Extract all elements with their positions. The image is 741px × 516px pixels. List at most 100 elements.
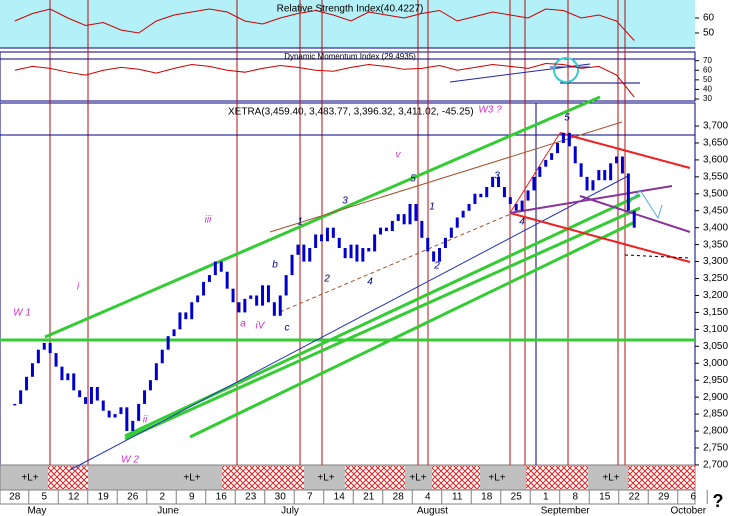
candle bbox=[207, 275, 211, 282]
candle bbox=[231, 288, 235, 303]
wave-label: 1 bbox=[297, 217, 303, 228]
candle bbox=[420, 220, 424, 238]
candle bbox=[609, 163, 613, 181]
candle bbox=[172, 329, 176, 337]
wave-label: 5 bbox=[410, 174, 416, 185]
y-tick-label: 3,300 bbox=[703, 256, 728, 267]
wave-label: 3 bbox=[494, 171, 500, 182]
dmi-drawings bbox=[0, 57, 695, 84]
candle bbox=[78, 390, 82, 398]
candle bbox=[567, 132, 571, 147]
candle bbox=[632, 210, 636, 228]
candle bbox=[461, 210, 465, 218]
candle bbox=[202, 281, 206, 296]
candle bbox=[414, 203, 418, 221]
candle bbox=[396, 214, 400, 221]
help-button[interactable]: ? bbox=[713, 491, 724, 511]
cycle-lines bbox=[49, 0, 626, 465]
y-tick-label: 60 bbox=[703, 65, 712, 74]
candle bbox=[455, 217, 459, 228]
candle bbox=[349, 244, 353, 259]
candle bbox=[367, 248, 371, 252]
y-tick-label: 2,700 bbox=[703, 460, 728, 471]
month-label: May bbox=[27, 506, 46, 516]
candle bbox=[361, 248, 365, 262]
trend-lines bbox=[0, 95, 695, 471]
candle bbox=[131, 420, 135, 432]
indicator-line bbox=[14, 63, 635, 98]
y-tick-label: 3,100 bbox=[703, 324, 728, 335]
candle bbox=[278, 295, 282, 316]
y-tick-label: 2,750 bbox=[703, 443, 728, 454]
candle bbox=[538, 166, 542, 177]
candle bbox=[154, 363, 158, 381]
candle bbox=[160, 349, 164, 364]
wave-label: iii bbox=[205, 215, 212, 226]
x-tick-label: 12 bbox=[68, 492, 80, 503]
candle bbox=[148, 380, 152, 391]
month-label: October bbox=[671, 506, 707, 516]
candle bbox=[615, 156, 619, 164]
x-tick-label: 28 bbox=[393, 492, 405, 503]
candle bbox=[143, 390, 147, 404]
candle bbox=[89, 386, 93, 404]
candle bbox=[184, 312, 188, 320]
candle bbox=[213, 261, 217, 276]
x-tick-label: 2 bbox=[159, 492, 165, 503]
candle bbox=[532, 176, 536, 191]
candle bbox=[42, 342, 46, 350]
x-tick-label: 16 bbox=[216, 492, 228, 503]
candle bbox=[225, 271, 229, 289]
y-tick-label: 3,250 bbox=[703, 273, 728, 284]
y-tick-label: 2,950 bbox=[703, 375, 728, 386]
candle bbox=[479, 193, 483, 198]
y-tick-label: 3,500 bbox=[703, 188, 728, 199]
candle bbox=[561, 132, 565, 143]
candle bbox=[237, 302, 241, 313]
candle bbox=[36, 349, 40, 364]
candle bbox=[520, 200, 524, 211]
y-tick-label: 3,350 bbox=[703, 239, 728, 250]
y-tick-label: 3,600 bbox=[703, 155, 728, 166]
y-tick-label: 3,150 bbox=[703, 307, 728, 318]
month-label: August bbox=[417, 506, 448, 516]
candle bbox=[119, 407, 123, 415]
candle bbox=[502, 187, 506, 198]
dmi-panel bbox=[0, 51, 696, 102]
candle bbox=[137, 403, 141, 421]
candle bbox=[449, 227, 453, 238]
x-tick-label: 23 bbox=[245, 492, 257, 503]
candle bbox=[266, 285, 270, 303]
candle bbox=[255, 295, 259, 306]
y-tick-label: 3,550 bbox=[703, 171, 728, 182]
strip-label: +L+ bbox=[21, 473, 38, 484]
candle bbox=[591, 180, 595, 191]
x-tick-label: 26 bbox=[127, 492, 139, 503]
y-tick-label: 60 bbox=[703, 13, 715, 24]
candle bbox=[585, 176, 589, 191]
candle bbox=[190, 302, 194, 320]
candle bbox=[438, 248, 442, 262]
candle bbox=[243, 298, 247, 313]
chart-title: Relative Strength Index(40.4227) bbox=[277, 4, 424, 15]
candle bbox=[573, 146, 577, 164]
candle bbox=[467, 203, 471, 211]
candle bbox=[473, 193, 477, 204]
x-tick-label: 14 bbox=[334, 492, 346, 503]
candle bbox=[48, 342, 52, 354]
y-tick-label: 30 bbox=[703, 94, 712, 103]
wave-label: 5 bbox=[564, 113, 570, 124]
candle bbox=[219, 261, 223, 272]
candle bbox=[384, 227, 388, 232]
x-tick-label: 7 bbox=[307, 492, 313, 503]
y-tick-label: 70 bbox=[703, 56, 712, 65]
candle bbox=[491, 176, 495, 188]
candle bbox=[60, 366, 64, 381]
x-tick-label: 6 bbox=[690, 492, 696, 503]
candle bbox=[166, 336, 170, 350]
candle bbox=[320, 234, 324, 242]
y-tick-label: 40 bbox=[703, 85, 712, 94]
candle bbox=[308, 248, 312, 262]
candle bbox=[343, 248, 347, 259]
